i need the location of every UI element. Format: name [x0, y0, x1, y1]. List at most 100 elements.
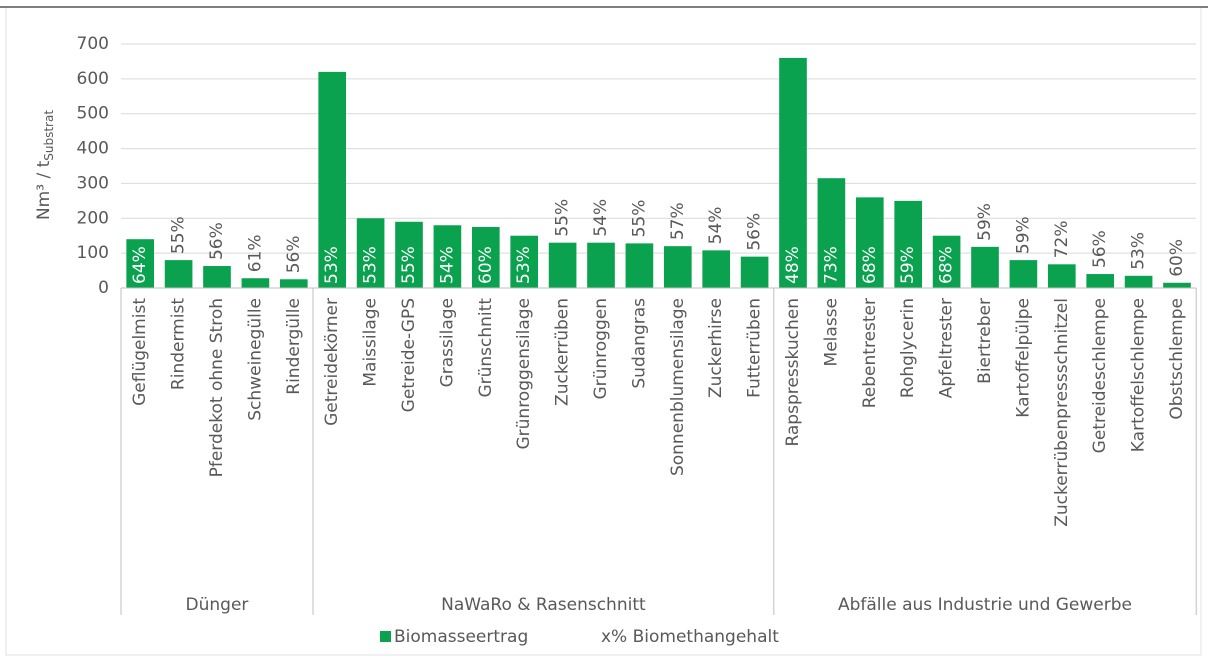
y-tick-label: 300 [77, 173, 109, 193]
legend-swatch [380, 631, 391, 642]
y-tick-label: 0 [98, 278, 109, 298]
methane-label: 55% [399, 246, 419, 284]
group-label: Dünger [186, 595, 249, 615]
bar [510, 235, 539, 288]
y-axis-label-sub: Substrat [42, 110, 56, 161]
x-tick-label: Getreideschlempe [1090, 298, 1110, 453]
x-tick-label: Schweinegülle [245, 298, 265, 421]
x-tick-label: Biertreber [975, 298, 995, 384]
methane-label: 64% [130, 246, 150, 284]
methane-label: 56% [745, 213, 765, 251]
x-tick-label: Futterrüben [745, 298, 765, 398]
y-tick-label: 200 [77, 208, 109, 228]
bar [356, 218, 385, 288]
x-tick-label: Pferdekot ohne Stroh [207, 298, 227, 477]
bar [1124, 275, 1153, 288]
methane-label: 60% [1167, 239, 1187, 277]
bar [1009, 260, 1038, 288]
methane-label: 53% [1129, 232, 1149, 270]
methane-label: 54% [437, 246, 457, 284]
methane-label: 56% [1090, 230, 1110, 268]
y-tick-label: 500 [77, 104, 109, 124]
bar [625, 243, 654, 288]
methane-label: 73% [821, 246, 841, 284]
bar [1047, 264, 1076, 288]
methane-label: 55% [553, 199, 573, 237]
y-tick-label: 400 [77, 139, 109, 159]
methane-label: 59% [975, 203, 995, 241]
x-tick-label: Kartoffelpülpe [1013, 298, 1033, 418]
y-axis-label-main: Nm³ / t [34, 160, 54, 220]
x-tick-label: Rapspresskuchen [783, 298, 803, 447]
methane-label: 48% [783, 246, 803, 284]
methane-label: 53% [322, 246, 342, 284]
x-tick-label: Rohglycerin [898, 298, 918, 398]
methane-label: 53% [514, 246, 534, 284]
bar [241, 278, 270, 288]
y-tick-label: 600 [77, 69, 109, 89]
bar [663, 246, 692, 288]
bar [855, 197, 884, 288]
methane-label: 68% [937, 246, 957, 284]
methane-label: 55% [629, 200, 649, 238]
bar [203, 266, 231, 288]
y-axis-label: Nm³ / tSubstrat [34, 110, 56, 220]
x-tick-label: Apfeltrester [937, 298, 957, 398]
x-tick-label: Grassilage [437, 298, 457, 387]
x-tick-label: Geflügelmist [130, 298, 150, 406]
bar [779, 57, 807, 288]
methane-label: 68% [860, 246, 880, 284]
legend-label: x% Biomethangehalt [601, 627, 779, 647]
x-tick-label: Sudangras [629, 298, 649, 389]
methane-label: 72% [1052, 221, 1072, 259]
methane-label: 56% [207, 222, 227, 260]
bar [126, 239, 155, 288]
bar [817, 178, 846, 288]
methane-label: 59% [1013, 216, 1033, 254]
x-tick-label: Rindermist [169, 298, 189, 390]
x-tick-label: Grünschnitt [476, 298, 496, 398]
x-tick-label: Grünroggensilage [514, 298, 534, 450]
bar [702, 250, 731, 288]
x-tick-label: Getreidekörner [322, 298, 342, 426]
methane-label: 54% [591, 199, 611, 237]
x-tick-label: Getreide-GPS [399, 298, 419, 412]
x-tick-label: Zuckerhirse [706, 298, 726, 398]
y-tick-label: 100 [77, 243, 109, 263]
bar [1086, 274, 1115, 288]
legend-label: Biomasseertrag [394, 627, 528, 647]
bar [587, 242, 615, 288]
group-label: NaWaRo & Rasenschnitt [441, 595, 646, 615]
group-label: Abfälle aus Industrie und Gewerbe [838, 595, 1132, 615]
x-tick-label: Rindergülle [284, 298, 304, 395]
methane-label: 60% [476, 246, 496, 284]
bar [548, 242, 577, 288]
x-tick-label: Rebentrester [860, 298, 880, 408]
y-tick-label: 700 [77, 34, 109, 54]
bar [1163, 282, 1191, 288]
bar [279, 279, 308, 288]
bar [971, 246, 999, 288]
bar [740, 256, 769, 288]
methane-label: 53% [361, 246, 381, 284]
methane-label: 61% [245, 234, 265, 272]
bar [318, 71, 347, 288]
bar [433, 225, 462, 288]
methane-label: 57% [668, 202, 688, 240]
x-tick-label: Obstschlempe [1167, 298, 1187, 420]
bar [471, 227, 500, 288]
bar [395, 221, 423, 288]
x-tick-label: Zuckerrüben [553, 298, 573, 406]
x-tick-label: Maissilage [361, 298, 381, 387]
bar [894, 200, 923, 288]
x-tick-label: Zuckerrübenpressschnitzel [1052, 298, 1072, 527]
methane-label: 59% [898, 246, 918, 284]
methane-label: 54% [706, 207, 726, 245]
bar [932, 235, 961, 288]
x-tick-label: Melasse [821, 298, 841, 366]
x-tick-label: Kartoffelschlempe [1129, 298, 1149, 452]
bar [164, 260, 193, 288]
methane-label: 56% [284, 235, 304, 273]
x-tick-label: Grünroggen [591, 298, 611, 400]
